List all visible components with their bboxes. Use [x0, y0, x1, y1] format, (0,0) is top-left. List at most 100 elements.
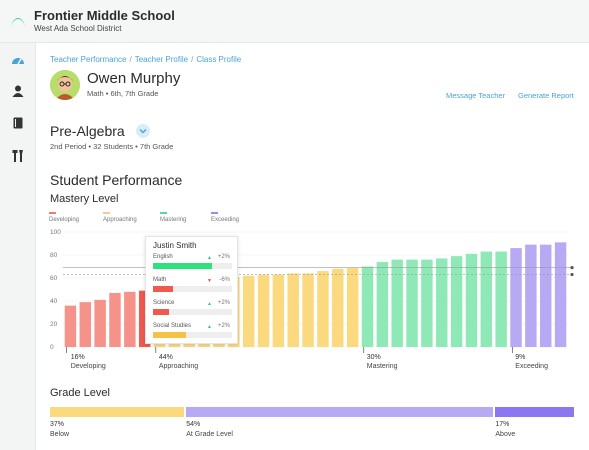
tooltip-subject-label: Social Studies	[153, 323, 192, 329]
sidebar	[0, 43, 36, 450]
tooltip-progress-fill	[153, 309, 169, 315]
chart-bar[interactable]	[94, 299, 106, 347]
band-label: Approaching	[159, 363, 198, 370]
tooltip-subject-label: Math	[153, 277, 167, 283]
chart-bar[interactable]	[257, 274, 270, 347]
legend-mastering: Mastering	[160, 212, 186, 223]
chart-bar[interactable]	[510, 248, 522, 347]
avatar-illustration-icon	[50, 70, 80, 100]
legend-label: Approaching	[103, 217, 137, 223]
trend-up-icon: ▲	[207, 324, 212, 330]
chart-bar[interactable]	[79, 302, 91, 347]
chart-bar[interactable]	[450, 256, 463, 347]
class-dropdown-toggle[interactable]	[136, 124, 150, 138]
grade-segment-percent: 54%	[186, 421, 201, 428]
chart-bar[interactable]	[317, 271, 329, 347]
tools-icon[interactable]	[11, 149, 25, 163]
tooltip-subject-delta: +2%	[217, 254, 230, 260]
grade-segment-label: At Grade Level	[186, 431, 233, 438]
legend-label: Developing	[49, 217, 80, 223]
chart-bar[interactable]	[376, 261, 389, 347]
tooltip-progress-track	[153, 309, 232, 315]
chart-bar[interactable]	[525, 244, 537, 347]
legend-swatch	[160, 212, 167, 214]
tooltip-subject-row: Science ▲ +2%	[153, 300, 232, 323]
grade-segment[interactable]	[50, 407, 185, 417]
dashboard-icon[interactable]	[11, 53, 25, 67]
legend-exceeding: Exceeding	[211, 212, 239, 223]
chart-bar[interactable]	[480, 251, 493, 347]
student-tooltip: Justin Smith English ▲ +2% Math ▼ -6% Science ▲…	[145, 236, 238, 344]
chart-bar[interactable]	[361, 266, 374, 348]
grade-segment-percent: 17%	[495, 421, 510, 428]
chart-bar[interactable]	[540, 244, 552, 347]
teacher-subjects: Math • 6th, 7th Grade	[87, 89, 159, 98]
tooltip-progress-track	[153, 332, 232, 338]
chart-bar[interactable]	[64, 305, 77, 347]
trend-down-icon: ▼	[207, 278, 212, 284]
chart-bar[interactable]	[495, 251, 507, 347]
chart-bar[interactable]	[242, 275, 255, 347]
chart-bar[interactable]	[346, 267, 359, 347]
breadcrumb-class-profile: Class Profile	[196, 55, 242, 64]
y-tick-label: 20	[50, 321, 58, 328]
tooltip-progress-track	[153, 286, 232, 292]
grade-segment[interactable]	[495, 407, 574, 417]
chevron-down-icon	[139, 129, 147, 134]
grade-segment-percent: 37%	[50, 421, 65, 428]
tooltip-subject-row: Math ▼ -6%	[153, 277, 232, 300]
grade-level-title: Grade Level	[50, 387, 110, 399]
breadcrumb-separator: /	[191, 55, 194, 64]
legend-label: Mastering	[160, 217, 187, 223]
grade-segment-label: Below	[50, 431, 70, 438]
chart-bar[interactable]	[391, 259, 403, 347]
chart-bar[interactable]	[287, 273, 299, 347]
school-name: Frontier Middle School	[34, 8, 175, 23]
chart-bar[interactable]	[406, 259, 418, 347]
y-tick-label: 60	[50, 275, 58, 282]
grade-segment[interactable]	[186, 407, 494, 417]
school-logo-icon[interactable]	[9, 11, 27, 29]
tooltip-subject-delta: -6%	[219, 277, 230, 283]
band-label: Exceeding	[515, 363, 548, 370]
band-label: Developing	[71, 363, 106, 370]
reference-marker	[570, 272, 574, 277]
tooltip-progress-fill	[153, 263, 213, 269]
y-tick-label: 80	[50, 252, 58, 259]
tooltip-subject-label: English	[153, 254, 173, 260]
generate-report-link[interactable]: Generate Report	[518, 91, 574, 100]
chart-bar[interactable]	[436, 258, 448, 347]
user-icon[interactable]	[11, 84, 25, 98]
chart-bar[interactable]	[554, 242, 567, 347]
band-percent: 44%	[159, 354, 173, 361]
legend-swatch	[49, 212, 56, 214]
chart-bar[interactable]	[302, 273, 314, 347]
chart-bar[interactable]	[272, 274, 285, 347]
chart-bar[interactable]	[465, 253, 478, 347]
legend-approaching: Approaching	[103, 212, 137, 223]
chart-bar[interactable]	[109, 292, 121, 347]
y-tick-label: 0	[50, 344, 54, 351]
chart-bar[interactable]	[138, 290, 151, 347]
top-bar: Frontier Middle School West Ada School D…	[0, 0, 589, 43]
trend-up-icon: ▲	[207, 255, 212, 261]
breadcrumb-teacher-performance[interactable]: Teacher Performance	[50, 55, 127, 64]
tooltip-subject-label: Science	[153, 300, 175, 306]
chart-bar[interactable]	[421, 259, 433, 347]
district-name: West Ada School District	[34, 24, 122, 33]
tooltip-subject-delta: +2%	[217, 323, 230, 329]
tooltip-progress-fill	[153, 286, 173, 292]
tooltip-progress-fill	[153, 332, 187, 338]
chart-bar[interactable]	[332, 268, 344, 347]
chart-bar[interactable]	[124, 291, 136, 347]
breadcrumb-teacher-profile[interactable]: Teacher Profile	[134, 55, 189, 64]
book-icon[interactable]	[11, 116, 25, 130]
class-title: Pre-Algebra	[50, 123, 125, 139]
legend-developing: Developing	[49, 212, 79, 223]
band-label: Mastering	[367, 363, 398, 370]
reference-marker	[570, 266, 574, 270]
student-performance-title: Student Performance	[50, 172, 183, 188]
tooltip-subject-row: English ▲ +2%	[153, 254, 232, 277]
message-teacher-link[interactable]: Message Teacher	[446, 91, 506, 100]
